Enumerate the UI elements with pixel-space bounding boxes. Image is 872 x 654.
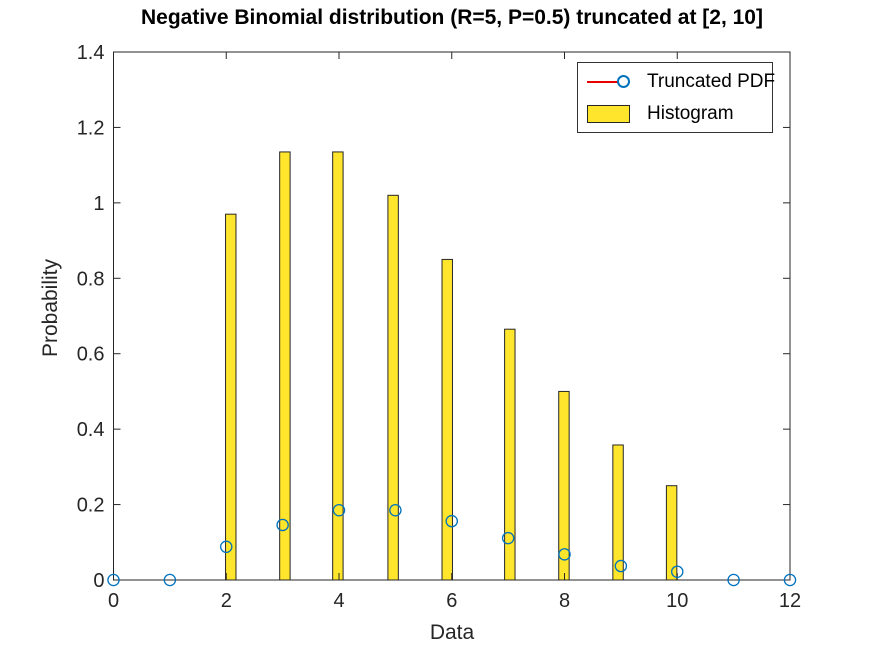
y-tick-label: 0	[93, 570, 104, 592]
x-tick-label: 2	[221, 590, 232, 612]
y-axis-label: Probability	[39, 258, 62, 358]
y-tick-label: 0.4	[77, 419, 105, 441]
legend-label-truncated-pdf: Truncated PDF	[647, 70, 776, 92]
x-tick-label: 8	[559, 590, 570, 612]
pdf-line-marker-swatch	[587, 74, 637, 90]
legend-box: Truncated PDF Histogram	[577, 62, 776, 133]
circle-marker-icon	[617, 74, 630, 88]
pdf-point-marker	[501, 531, 515, 545]
pdf-point-marker	[163, 573, 177, 587]
pdf-point-marker	[219, 540, 233, 554]
histogram-bar	[612, 444, 624, 581]
x-tick-label: 0	[108, 590, 119, 612]
legend-entry-truncated-pdf: Truncated PDF	[578, 69, 776, 95]
red-line-icon	[587, 80, 627, 83]
pdf-point-marker	[445, 514, 458, 528]
histogram-bar	[441, 258, 453, 581]
y-tick-label: 0.8	[77, 268, 105, 290]
legend-entry-histogram: Histogram	[578, 101, 772, 127]
y-tick-label: 1	[93, 193, 104, 215]
histogram-bar	[387, 194, 399, 581]
x-tick-label: 10	[666, 590, 688, 612]
y-tick-label: 1.2	[77, 117, 105, 139]
y-tick-label: 1.4	[77, 42, 105, 64]
chart-title: Negative Binomial distribution (R=5, P=0…	[141, 6, 763, 29]
x-axis-label: Data	[429, 621, 475, 644]
pdf-point-marker	[783, 573, 797, 587]
pdf-point-marker	[727, 573, 740, 587]
pdf-point-marker	[389, 503, 402, 517]
x-tick-label: 4	[333, 590, 344, 612]
pdf-point-marker	[276, 518, 289, 532]
histogram-bar	[279, 151, 291, 581]
pdf-point-marker	[558, 548, 571, 561]
y-tick-label: 0.6	[77, 344, 105, 366]
legend-label-histogram: Histogram	[647, 102, 734, 124]
x-tick-label: 12	[779, 590, 801, 612]
pdf-point-marker	[671, 565, 684, 578]
histogram-bar	[504, 328, 516, 581]
pdf-point-marker	[107, 573, 120, 587]
x-tick-label: 6	[446, 590, 457, 612]
pdf-point-marker	[614, 559, 628, 573]
pdf-point-marker	[332, 503, 346, 517]
histogram-swatch-icon	[587, 104, 630, 123]
y-tick-label: 0.2	[77, 495, 105, 517]
histogram-bar	[225, 213, 237, 581]
